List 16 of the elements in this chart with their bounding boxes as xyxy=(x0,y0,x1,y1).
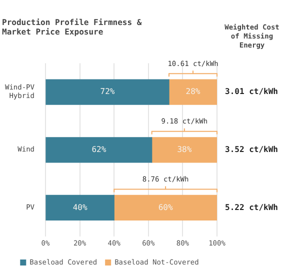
chart-title: Production Profile Firmness & Market Price Exposure xyxy=(2,18,142,36)
bar xyxy=(168,79,217,105)
bar xyxy=(46,194,114,221)
data-label: 40% xyxy=(72,202,88,212)
data-label: 72% xyxy=(100,87,115,96)
bar xyxy=(152,137,217,163)
text: 3.52 ct/kWh xyxy=(225,144,278,154)
text: 3.01 ct/kWh xyxy=(225,87,278,96)
text: 5.22 ct/kWh xyxy=(225,202,278,212)
data-label: 62% xyxy=(92,144,106,154)
bar xyxy=(114,194,217,221)
bar xyxy=(46,79,170,105)
bar xyxy=(46,137,152,163)
data-label: 28% xyxy=(186,87,200,96)
data-label: 38% xyxy=(177,144,192,154)
data-label: 60% xyxy=(158,202,173,212)
